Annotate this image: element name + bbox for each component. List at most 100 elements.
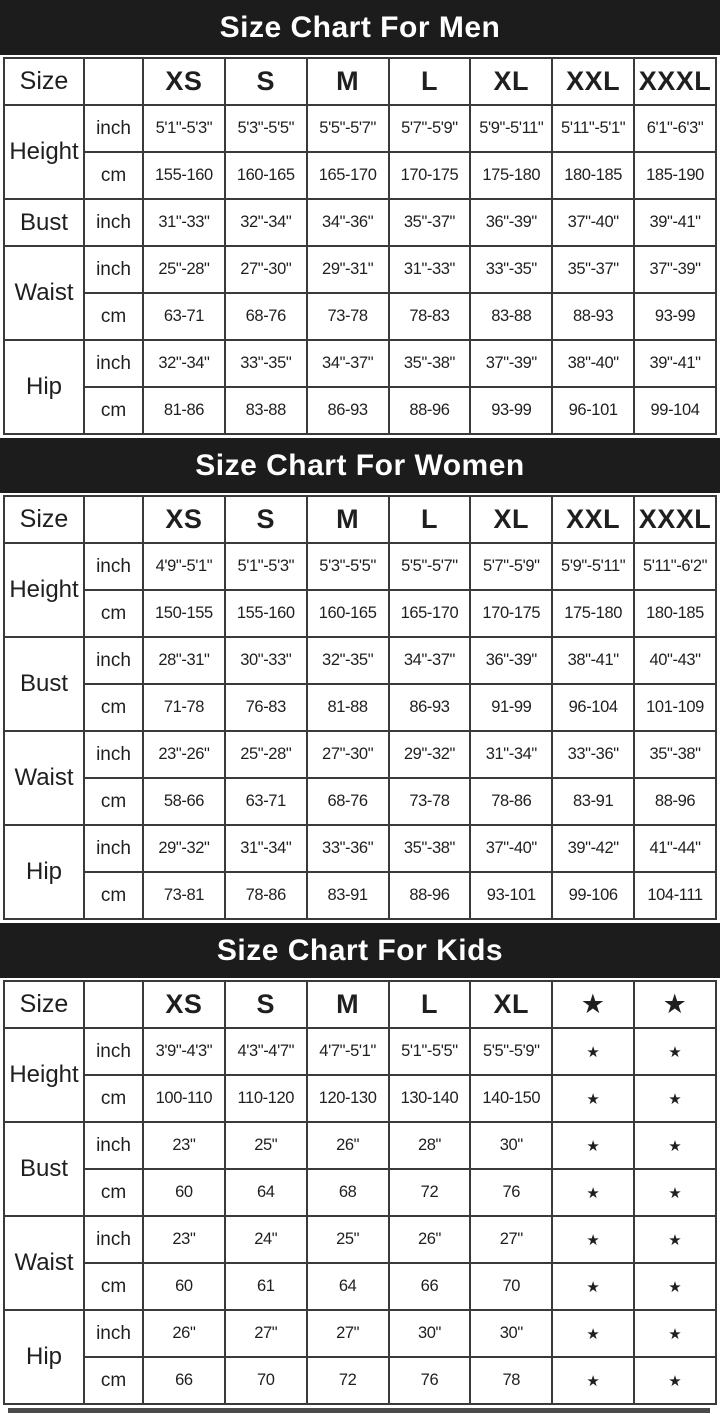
size-value-cell: 39"-41" <box>633 339 717 388</box>
size-value-cell: 88-96 <box>633 777 717 826</box>
size-value-cell: 70 <box>469 1262 554 1311</box>
size-value-cell: 29"-32" <box>387 730 472 779</box>
size-value-cell: 91-99 <box>469 683 554 732</box>
size-value-cell: 58-66 <box>142 777 226 826</box>
size-value-cell: 140-150 <box>469 1074 554 1123</box>
unit-label: cm <box>83 151 144 200</box>
size-value-cell: 37"-40" <box>551 198 636 247</box>
section-title-men: Size Chart For Men <box>219 10 501 44</box>
size-value-cell: 3'9"-4'3" <box>142 1027 226 1076</box>
size-value-cell: 29"-32" <box>142 824 226 873</box>
measurement-row-hip-inch: Hip inch 26" 27" 27" 30" 30" ★ ★ <box>3 1309 717 1405</box>
size-column-header: S <box>223 57 308 106</box>
size-value-cell: 83-91 <box>551 777 636 826</box>
row-label-bust: Bust <box>3 198 85 247</box>
size-value-cell: 34"-36" <box>305 198 390 247</box>
size-value-cell: 5'11"-6'2" <box>633 542 717 591</box>
size-value-cell: ★ <box>633 1215 717 1264</box>
unit-label: inch <box>83 1121 144 1170</box>
measurement-row-bust-inch: Bust inch 23" 25" 26" 28" 30" ★ ★ <box>3 1121 717 1217</box>
size-value-cell: 155-160 <box>142 151 226 200</box>
size-column-header: L <box>387 980 472 1029</box>
size-value-cell: ★ <box>633 1309 717 1358</box>
size-value-cell: 165-170 <box>305 151 390 200</box>
measurement-row-height-inch: Height inch 3'9"-4'3" 4'3"-4'7" 4'7"-5'1" 5'1… <box>3 1027 717 1123</box>
size-value-cell: 35"-38" <box>387 824 472 873</box>
size-value-cell: 5'9"-5'11" <box>551 542 636 591</box>
size-value-cell: 30"-33" <box>223 636 308 685</box>
size-value-cell: 93-99 <box>469 386 554 435</box>
size-value-cell: ★ <box>551 1262 636 1311</box>
size-value-cell: 5'11"-5'1" <box>551 104 636 153</box>
size-value-cell: 31"-34" <box>469 730 554 779</box>
unit-label: inch <box>83 824 144 873</box>
size-value-cell: 39"-42" <box>551 824 636 873</box>
measurement-row-waist-inch: Waist inch 25"-28" 27"-30" 29"-31" 31"-33" 33"… <box>3 245 717 341</box>
section-title-women: Size Chart For Women <box>195 448 525 482</box>
row-label-waist: Waist <box>3 245 85 341</box>
size-header-row: Size XS S M L XL ★ ★ <box>3 980 717 1029</box>
size-value-cell: 160-165 <box>305 589 390 638</box>
size-value-cell: 36"-39" <box>469 198 554 247</box>
size-column-header: XS <box>142 495 226 544</box>
size-value-cell: 32"-34" <box>142 339 226 388</box>
size-value-cell: 30" <box>469 1121 554 1170</box>
size-column-header: XXXL <box>633 57 717 106</box>
size-value-cell: 39"-41" <box>633 198 717 247</box>
measurement-row-bust-inch: Bust inch 28"-31" 30"-33" 32"-35" 34"-37" 36"-… <box>3 636 717 732</box>
size-value-cell: 25"-28" <box>223 730 308 779</box>
size-value-cell: 101-109 <box>633 683 717 732</box>
size-value-cell: 37"-39" <box>633 245 717 294</box>
size-value-cell: 32"-35" <box>305 636 390 685</box>
size-value-cell: 34"-37" <box>305 339 390 388</box>
unit-label: inch <box>83 636 144 685</box>
unit-label: cm <box>83 386 144 435</box>
size-value-cell: 100-110 <box>142 1074 226 1123</box>
size-value-cell: 5'5"-5'7" <box>305 104 390 153</box>
size-value-cell: 88-96 <box>387 386 472 435</box>
size-value-cell: 150-155 <box>142 589 226 638</box>
measurement-row-waist-inch: Waist inch 23"-26" 25"-28" 27"-30" 29"-32" 31"… <box>3 730 717 826</box>
measurement-row-waist-inch: Waist inch 23" 24" 25" 26" 27" ★ ★ <box>3 1215 717 1311</box>
size-value-cell: 68-76 <box>305 777 390 826</box>
unit-label: inch <box>83 1027 144 1076</box>
size-value-cell: 4'7"-5'1" <box>305 1027 390 1076</box>
unit-label: cm <box>83 589 144 638</box>
size-value-cell: 96-104 <box>551 683 636 732</box>
size-value-cell: 27"-30" <box>305 730 390 779</box>
size-column-header: M <box>305 980 390 1029</box>
size-value-cell: 29"-31" <box>305 245 390 294</box>
row-label-waist: Waist <box>3 730 85 826</box>
size-value-cell: 130-140 <box>387 1074 472 1123</box>
unit-label: inch <box>83 339 144 388</box>
size-value-cell: 64 <box>223 1168 308 1217</box>
size-value-cell: 5'1"-5'5" <box>387 1027 472 1076</box>
size-value-cell: ★ <box>551 1215 636 1264</box>
unit-label: inch <box>83 1309 144 1358</box>
size-value-cell: 78-86 <box>469 777 554 826</box>
size-value-cell: 86-93 <box>305 386 390 435</box>
size-value-cell: 31"-33" <box>387 245 472 294</box>
size-value-cell: 83-88 <box>469 292 554 341</box>
size-value-cell: 76 <box>469 1168 554 1217</box>
size-column-header: XXL <box>551 495 636 544</box>
size-column-header: ★ <box>551 980 636 1029</box>
measurement-row-height-cm: cm 155-160 160-165 165-170 170-175 175-180 180… <box>4 151 717 200</box>
unit-cell-empty <box>83 980 144 1029</box>
size-value-cell: 66 <box>387 1262 472 1311</box>
size-value-cell: 38"-40" <box>551 339 636 388</box>
size-column-header: M <box>305 495 390 544</box>
size-value-cell: 35"-38" <box>387 339 472 388</box>
size-value-cell: 86-93 <box>387 683 472 732</box>
size-value-cell: 83-88 <box>223 386 308 435</box>
size-value-cell: 170-175 <box>469 589 554 638</box>
size-value-cell: 40"-43" <box>633 636 717 685</box>
size-value-cell: 63-71 <box>223 777 308 826</box>
unit-label: cm <box>83 1074 144 1123</box>
measurement-row-hip-cm: cm 66 70 72 76 78 ★ ★ <box>4 1356 717 1405</box>
row-label-bust: Bust <box>3 1121 85 1217</box>
size-value-cell: ★ <box>551 1121 636 1170</box>
size-value-cell: 64 <box>305 1262 390 1311</box>
size-value-cell: 81-86 <box>142 386 226 435</box>
measurement-row-bust-cm: cm 60 64 68 72 76 ★ ★ <box>4 1168 717 1217</box>
